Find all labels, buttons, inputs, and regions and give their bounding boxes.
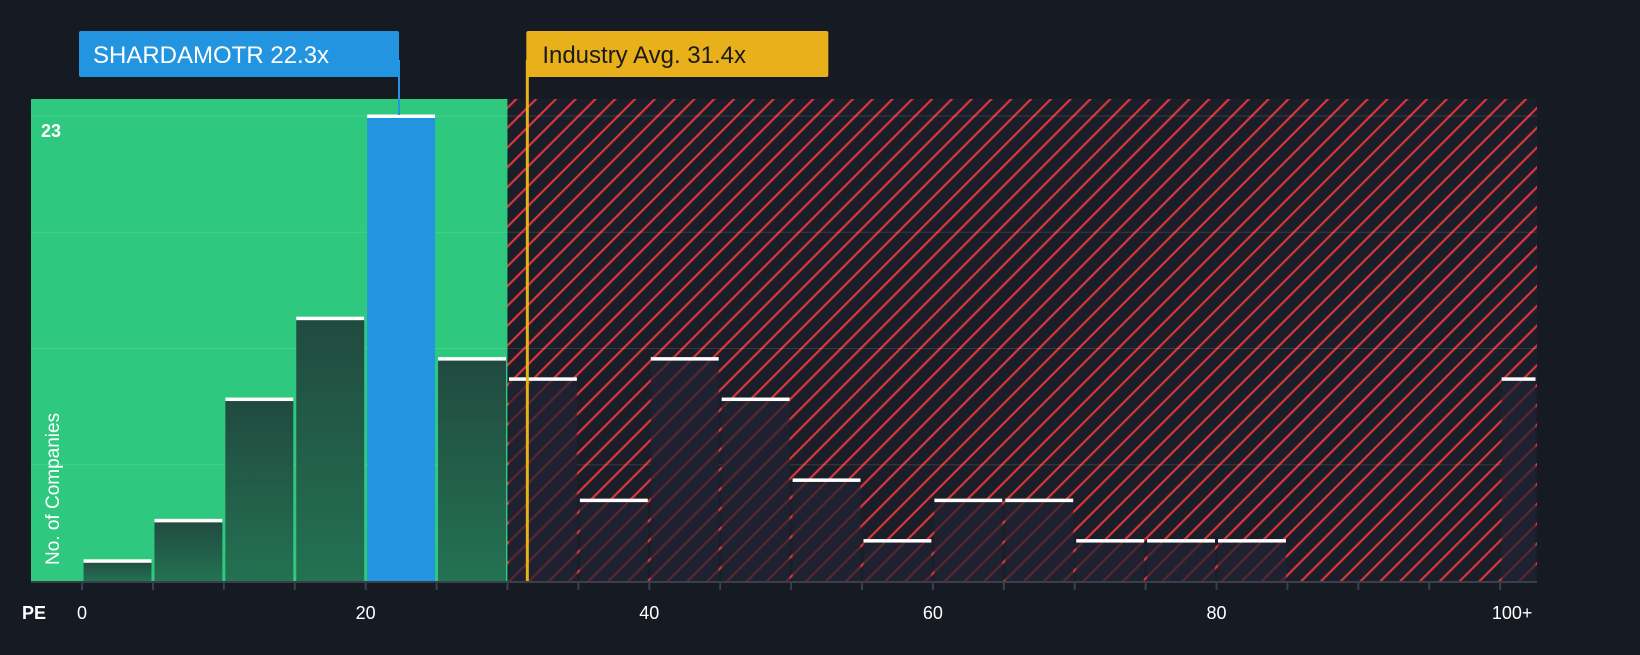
x-axis-label: PE	[22, 603, 46, 623]
histogram-bar	[438, 358, 506, 581]
x-tick-label: 0	[77, 603, 87, 623]
histogram-bar	[934, 500, 1003, 581]
histogram-bar	[792, 479, 861, 581]
histogram-bar	[1147, 540, 1216, 581]
bar-top	[1147, 539, 1216, 543]
y-axis-label: No. of Companies	[43, 413, 64, 565]
x-tick-label: 60	[923, 603, 943, 623]
bar-top	[438, 357, 506, 361]
bar-top	[508, 377, 577, 381]
bar-top	[1218, 539, 1286, 543]
histogram-bar	[863, 540, 932, 581]
histogram-bar	[1501, 378, 1536, 581]
x-tick-label: 80	[1206, 603, 1226, 623]
histogram-bar	[721, 399, 790, 581]
histogram-bar	[154, 520, 223, 581]
histogram-bar	[225, 399, 294, 581]
histogram-bar	[367, 116, 436, 581]
histogram-bar	[1218, 540, 1286, 581]
bar-top	[296, 316, 365, 321]
histogram-bar	[83, 560, 152, 581]
bar-top	[863, 539, 932, 543]
x-tick-label: 100+	[1492, 603, 1533, 623]
bar-top	[579, 498, 648, 503]
bar-top	[367, 114, 436, 118]
markers: Industry Avg. 31.4x SHARDAMOTR 22.3x	[79, 31, 829, 581]
bar-top	[1076, 539, 1145, 543]
histogram-bar	[508, 378, 577, 581]
bar-top	[934, 498, 1003, 503]
industry-avg-label: Industry Avg. 31.4x	[542, 42, 746, 69]
company-label: SHARDAMOTR 22.3x	[93, 42, 329, 69]
bar-top	[83, 559, 152, 563]
bar-top	[1005, 498, 1074, 503]
x-tick-label: 40	[639, 603, 659, 623]
x-axis: 0 20 40 60 80 100+	[31, 581, 1537, 623]
bar-top	[721, 397, 790, 402]
y-max-label: 23	[41, 121, 61, 141]
bar-top	[154, 518, 223, 523]
histogram-bar	[579, 500, 648, 581]
bar-top	[650, 357, 719, 361]
x-tick-label: 20	[356, 603, 376, 623]
bar-top	[792, 478, 861, 482]
bar-top	[225, 397, 294, 402]
bars	[83, 114, 1536, 581]
company-callout	[79, 31, 399, 77]
industry-avg-callout	[526, 31, 829, 77]
histogram-bar	[296, 318, 365, 581]
histogram-bar	[1076, 540, 1145, 581]
histogram-bar	[650, 358, 719, 581]
histogram-bar	[1005, 500, 1074, 581]
bar-top	[1501, 377, 1536, 381]
